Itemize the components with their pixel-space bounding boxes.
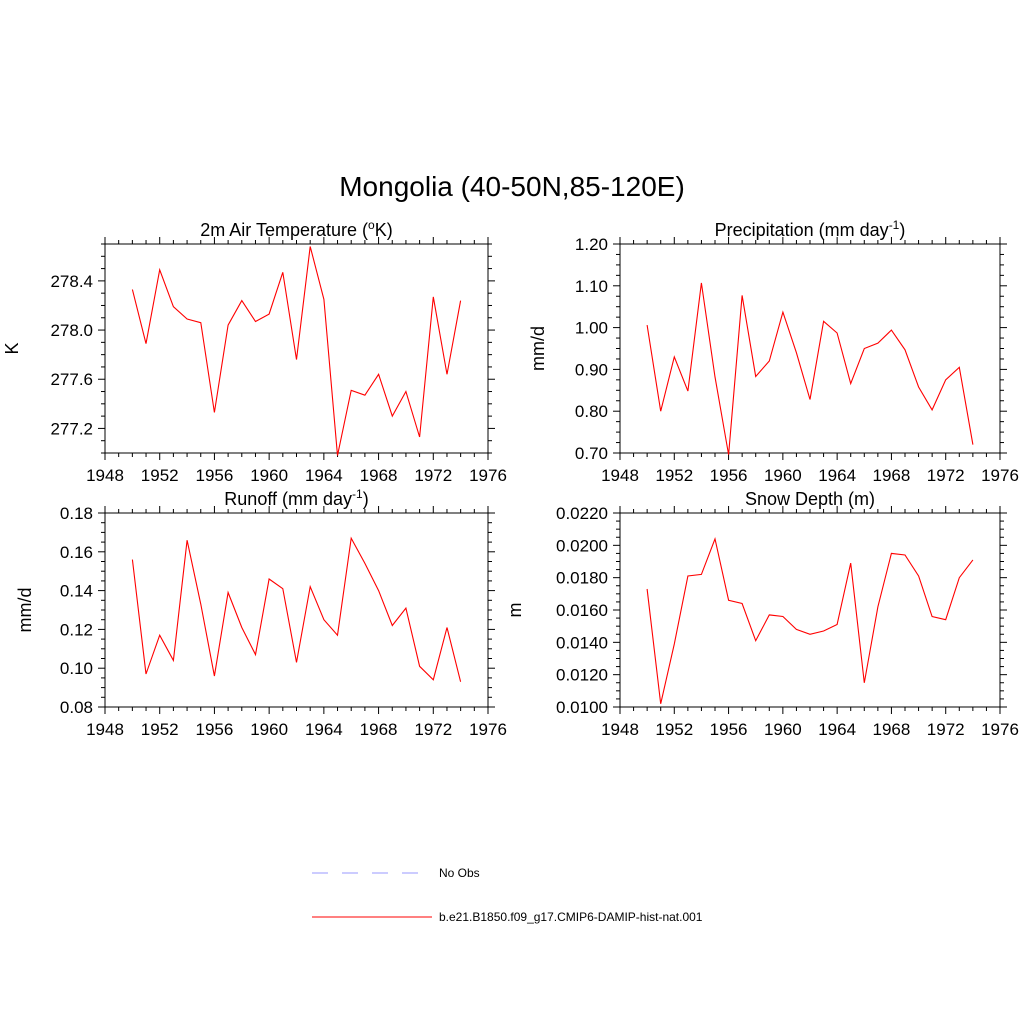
- y-axis-label: K: [2, 342, 22, 354]
- x-tick-label: 1956: [196, 466, 234, 485]
- y-tick-label: 277.6: [50, 370, 93, 389]
- y-tick-label: 0.70: [575, 444, 608, 463]
- x-tick-label: 1972: [414, 720, 452, 739]
- x-tick-label: 1948: [86, 466, 124, 485]
- legend: No Obs b.e21.B1850.f09_g17.CMIP6-DAMIP-h…: [312, 866, 703, 924]
- y-tick-label: 0.12: [60, 620, 93, 639]
- panel-runoff: 1948 1952 1956 1960 1964 1968 1972 1976 0.08 0.10…: [15, 487, 507, 739]
- y-axis-label: m: [505, 603, 525, 618]
- x-tick-label: 1972: [414, 466, 452, 485]
- x-tick-label: 1976: [981, 466, 1019, 485]
- y-axis-label: mm/d: [528, 326, 548, 371]
- y-axis-label: mm/d: [15, 588, 35, 633]
- y-tick-label: 0.10: [60, 659, 93, 678]
- x-tick-label: 1952: [141, 466, 179, 485]
- series-line-runoff: [131, 536, 462, 682]
- x-tick-label: 1968: [873, 720, 911, 739]
- y-tick-label: 0.0220: [556, 504, 608, 523]
- panel-precipitation: 1948 1952 1956 1960 1964 1968 1972 1976 0.70 0.80…: [528, 218, 1019, 485]
- x-tick-label: 1948: [601, 466, 639, 485]
- x-tick-label: 1976: [469, 466, 507, 485]
- series-line-precipitation: [646, 282, 974, 455]
- x-tick-label: 1968: [873, 466, 911, 485]
- series-line-temperature: [131, 246, 462, 456]
- panel-title: Precipitation (mm day-1): [715, 218, 906, 240]
- x-tick-label: 1964: [305, 466, 343, 485]
- x-tick-label: 1952: [655, 466, 693, 485]
- x-tick-label: 1952: [655, 720, 693, 739]
- x-tick-label: 1948: [601, 720, 639, 739]
- y-tick-label: 1.20: [575, 235, 608, 254]
- x-tick-label: 1960: [764, 466, 802, 485]
- y-tick-label: 0.08: [60, 698, 93, 717]
- x-tick-label: 1960: [250, 720, 288, 739]
- y-tick-label: 0.0140: [556, 633, 608, 652]
- y-tick-label: 0.18: [60, 504, 93, 523]
- x-tick-label: 1956: [710, 720, 748, 739]
- panels: 1948 1952 1956 1960 1964 1968 1972 1976 277.2 277…: [2, 218, 1019, 739]
- x-tick-label: 1968: [360, 720, 398, 739]
- panel-title: Snow Depth (m): [745, 489, 875, 509]
- y-tick-label: 277.2: [50, 419, 93, 438]
- x-tick-label: 1976: [981, 720, 1019, 739]
- plot-frame: [104, 243, 489, 454]
- x-tick-label: 1960: [250, 466, 288, 485]
- y-tick-label: 0.0120: [556, 666, 608, 685]
- figure-title: Mongolia (40-50N,85-120E): [339, 171, 685, 202]
- legend-obs-label: No Obs: [439, 866, 480, 880]
- x-tick-label: 1956: [196, 720, 234, 739]
- x-tick-label: 1948: [86, 720, 124, 739]
- x-tick-label: 1956: [710, 466, 748, 485]
- y-tick-label: 0.16: [60, 543, 93, 562]
- y-tick-label: 278.0: [50, 321, 93, 340]
- panel-snow-depth: 1948 1952 1956 1960 1964 1968 1972 1976 0.0100 0.…: [505, 489, 1019, 739]
- legend-model-label: b.e21.B1850.f09_g17.CMIP6-DAMIP-hist-nat…: [439, 910, 703, 924]
- series-line-snow-depth: [646, 536, 974, 704]
- plot-frame: [619, 512, 1001, 708]
- y-tick-label: 278.4: [50, 272, 93, 291]
- y-tick-label: 1.10: [575, 277, 608, 296]
- y-tick-label: 0.90: [575, 360, 608, 379]
- y-tick-label: 0.80: [575, 402, 608, 421]
- plot-frame: [619, 243, 1001, 454]
- y-tick-label: 1.00: [575, 319, 608, 338]
- x-tick-label: 1976: [469, 720, 507, 739]
- x-tick-label: 1960: [764, 720, 802, 739]
- panel-temperature: 1948 1952 1956 1960 1964 1968 1972 1976 277.2 277…: [2, 218, 507, 485]
- x-tick-label: 1964: [305, 720, 343, 739]
- x-tick-label: 1964: [818, 466, 856, 485]
- y-tick-label: 0.0160: [556, 601, 608, 620]
- x-tick-label: 1972: [927, 720, 965, 739]
- y-tick-label: 0.14: [60, 582, 93, 601]
- y-tick-label: 0.0100: [556, 698, 608, 717]
- panel-title: Runoff (mm day-1): [224, 487, 368, 509]
- plot-frame: [104, 512, 489, 708]
- y-tick-label: 0.0180: [556, 569, 608, 588]
- y-tick-label: 0.0200: [556, 536, 608, 555]
- x-tick-label: 1968: [360, 466, 398, 485]
- panel-title: 2m Air Temperature (oK): [200, 218, 392, 240]
- x-tick-label: 1952: [141, 720, 179, 739]
- x-tick-label: 1964: [818, 720, 856, 739]
- x-tick-label: 1972: [927, 466, 965, 485]
